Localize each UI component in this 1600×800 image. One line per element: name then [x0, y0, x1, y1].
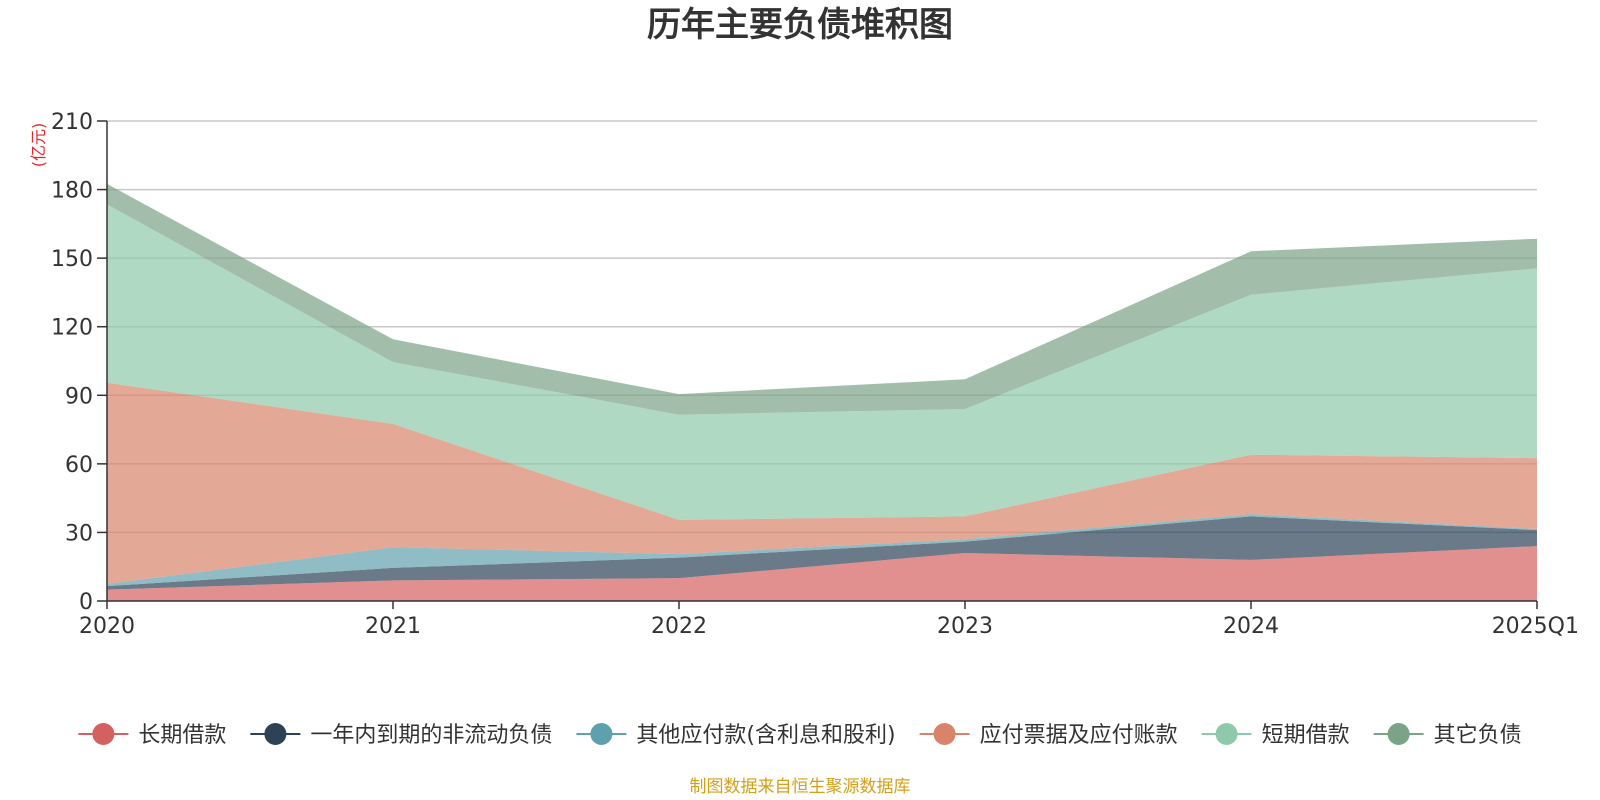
x-tick-label: 2020: [79, 614, 135, 639]
legend-circle-marker: [933, 723, 956, 745]
y-axis-unit-label: (亿元): [29, 123, 48, 168]
source-note: 制图数据来自恒生聚源数据库: [690, 777, 911, 797]
legend-item: 长期借款: [78, 723, 226, 748]
legend-label: 应付票据及应付账款: [980, 723, 1178, 748]
area-series-2: [107, 516, 1537, 590]
y-tick-label: 90: [65, 384, 93, 409]
y-tick-label: 150: [51, 247, 93, 272]
legend-item: 其他应付款(含利息和股利): [576, 723, 896, 748]
area-series-4: [107, 382, 1537, 584]
legend-item: 应付票据及应付账款: [919, 723, 1178, 748]
y-tick-label: 0: [79, 590, 93, 615]
y-tick-label: 60: [65, 453, 93, 478]
y-tick-label: 120: [51, 316, 93, 341]
x-tick-label: 2023: [937, 614, 993, 639]
legend: 长期借款 一年内到期的非流动负债 其他应付款(含利息和股利) 应付票据及应付账款 短期借…: [78, 723, 1522, 748]
area-series-6: [107, 183, 1537, 415]
legend-label: 一年内到期的非流动负债: [310, 723, 552, 748]
legend-circle-marker: [92, 723, 115, 745]
axes: 0 30 60 90 120 150 180 210 2020 2021 2022 2023 2024 2…: [51, 110, 1579, 639]
area-series-5: [107, 204, 1537, 520]
legend-circle-marker: [590, 723, 613, 745]
y-tick-label: 210: [51, 110, 93, 135]
area-series-3: [107, 514, 1537, 587]
legend-item: 短期借款: [1201, 723, 1350, 748]
legend-label: 短期借款: [1262, 723, 1350, 748]
x-tick-label: 2021: [365, 614, 421, 639]
legend-circle-marker: [1387, 723, 1410, 745]
x-tick-label: 2025Q1: [1492, 614, 1579, 639]
legend-circle-marker: [1215, 723, 1238, 745]
legend-label: 其它负债: [1434, 723, 1522, 748]
y-tick-label: 30: [65, 521, 93, 546]
y-tick-label: 180: [51, 179, 93, 204]
area-series-group: [107, 183, 1537, 601]
chart-title: 历年主要负债堆积图: [647, 5, 953, 45]
legend-item: 一年内到期的非流动负债: [250, 723, 552, 748]
legend-label: 其他应付款(含利息和股利): [636, 723, 895, 748]
x-tick-label: 2022: [651, 614, 707, 639]
legend-label: 长期借款: [138, 723, 226, 748]
area-series-1: [107, 546, 1537, 601]
legend-circle-marker: [264, 723, 287, 745]
legend-item: 其它负债: [1373, 723, 1522, 748]
x-tick-label: 2024: [1223, 614, 1279, 639]
